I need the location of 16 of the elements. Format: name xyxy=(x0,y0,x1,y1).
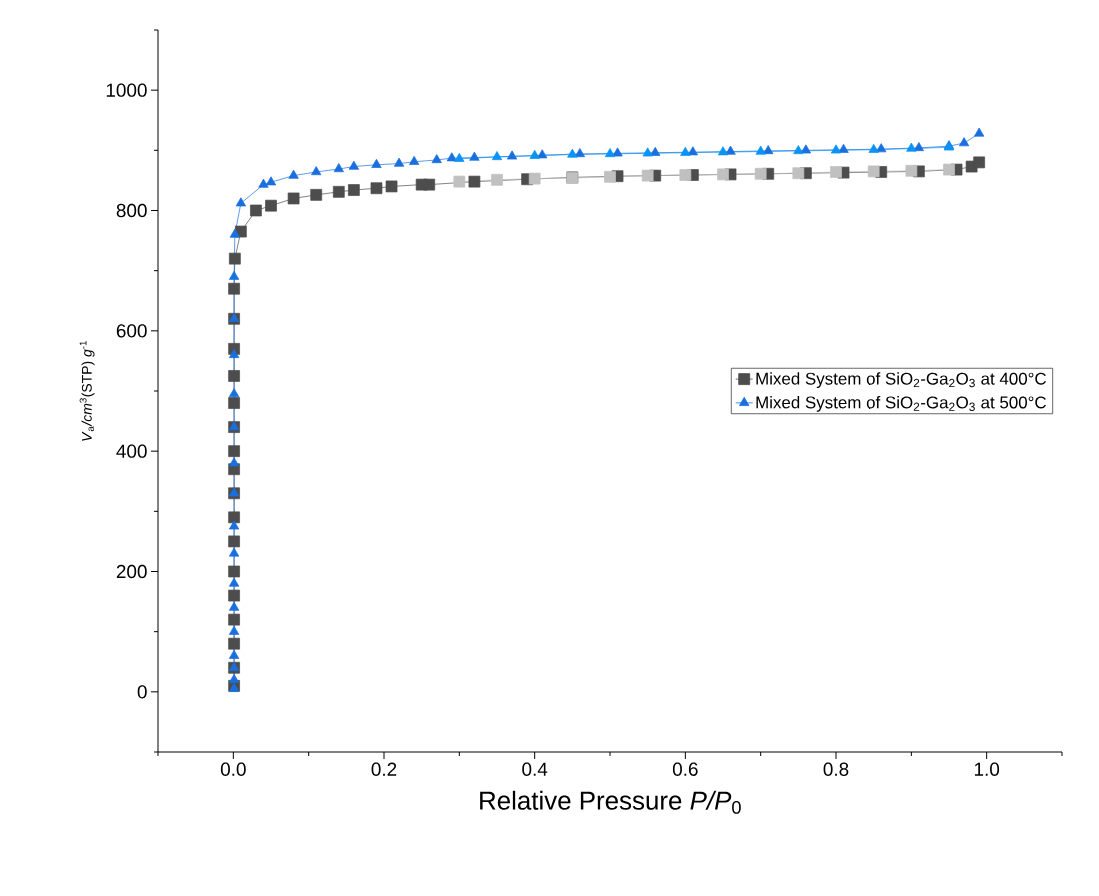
y-tick-label: 200 xyxy=(116,564,147,579)
x-tick-label: 0.0 xyxy=(220,762,246,776)
y-axis-title: V$_{a}$/cm$^{3}$(STP) g$^{-1}$ xyxy=(79,341,95,441)
x-tick-label: 1.0 xyxy=(974,762,1000,776)
y-tick-label: 0 xyxy=(137,685,147,699)
x-tick-label: 0.6 xyxy=(672,762,698,776)
legend-label: Mixed System of SiO$_{2}$-Ga$_{2}$O$_{3}$ at 400°C xyxy=(756,372,1047,389)
x-axis-title: Relative Pressure P/P$_{0}$ xyxy=(480,790,741,814)
x-tick-label: 0.4 xyxy=(522,762,548,776)
y-tick-label: 1000 xyxy=(106,83,147,97)
y-tick-label: 800 xyxy=(116,203,147,218)
y-tick-label: 400 xyxy=(116,444,147,458)
x-tick-label: 0.8 xyxy=(823,762,849,776)
legend-label: Mixed System of SiO$_{2}$-Ga$_{2}$O$_{3}$ at 500°C xyxy=(756,395,1047,412)
y-tick-label: 600 xyxy=(116,324,147,338)
x-tick-label: 0.2 xyxy=(371,762,397,776)
